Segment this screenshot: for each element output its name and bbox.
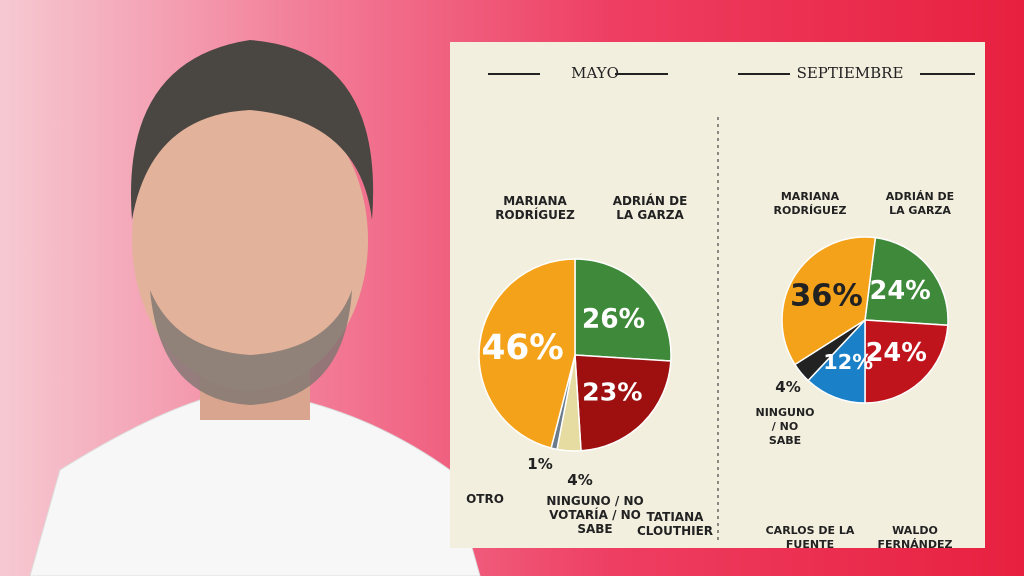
category-label: MARIANA RODRÍGUEZ bbox=[495, 194, 575, 222]
pie-charts bbox=[478, 236, 949, 452]
category-label: NINGUNO / NO SABE bbox=[755, 406, 815, 447]
value-label: 46% bbox=[481, 328, 564, 369]
value-label: 26% bbox=[581, 303, 646, 335]
category-label: ADRIÁN DE LA GARZA bbox=[885, 190, 955, 217]
value-label: 1% bbox=[527, 455, 553, 473]
value-label: 4% bbox=[567, 471, 593, 489]
chart-title: MAYO bbox=[571, 64, 619, 82]
category-label: TATIANA CLOUTHIER bbox=[636, 510, 714, 538]
pie-slice bbox=[781, 236, 877, 366]
pie-slice bbox=[574, 354, 672, 452]
category-label: MARIANA RODRÍGUEZ bbox=[773, 190, 847, 217]
shirt bbox=[29, 399, 481, 576]
category-label: NINGUNO / NO VOTARÍA / NO SABE bbox=[546, 494, 644, 536]
category-label: OTRO bbox=[466, 492, 504, 506]
value-label: 12% bbox=[823, 350, 874, 375]
chart-title: SEPTIEMBRE bbox=[796, 64, 904, 82]
pie-slice bbox=[574, 258, 672, 362]
hair bbox=[130, 40, 374, 220]
value-label: 23% bbox=[582, 377, 643, 407]
value-label: 24% bbox=[869, 275, 931, 306]
pie-slice bbox=[864, 236, 949, 327]
pie-slice bbox=[864, 319, 949, 404]
category-label: CARLOS DE LA FUENTE bbox=[765, 524, 855, 551]
dividers bbox=[488, 73, 975, 542]
value-label: 36% bbox=[790, 278, 863, 314]
value-label: 4% bbox=[775, 378, 801, 396]
pie-slice bbox=[478, 258, 576, 449]
infographic: MAYO 26% ADRIÁN DE LA GARZA 23% TATIANA CLOU… bbox=[450, 42, 985, 551]
portrait bbox=[29, 40, 481, 576]
value-label: 24% bbox=[865, 338, 927, 369]
category-label: WALDO FERNÁNDEZ bbox=[877, 524, 953, 551]
beard bbox=[150, 290, 352, 405]
pie-slice bbox=[807, 318, 866, 404]
category-label: ADRIÁN DE LA GARZA bbox=[612, 194, 688, 222]
face bbox=[132, 90, 368, 390]
